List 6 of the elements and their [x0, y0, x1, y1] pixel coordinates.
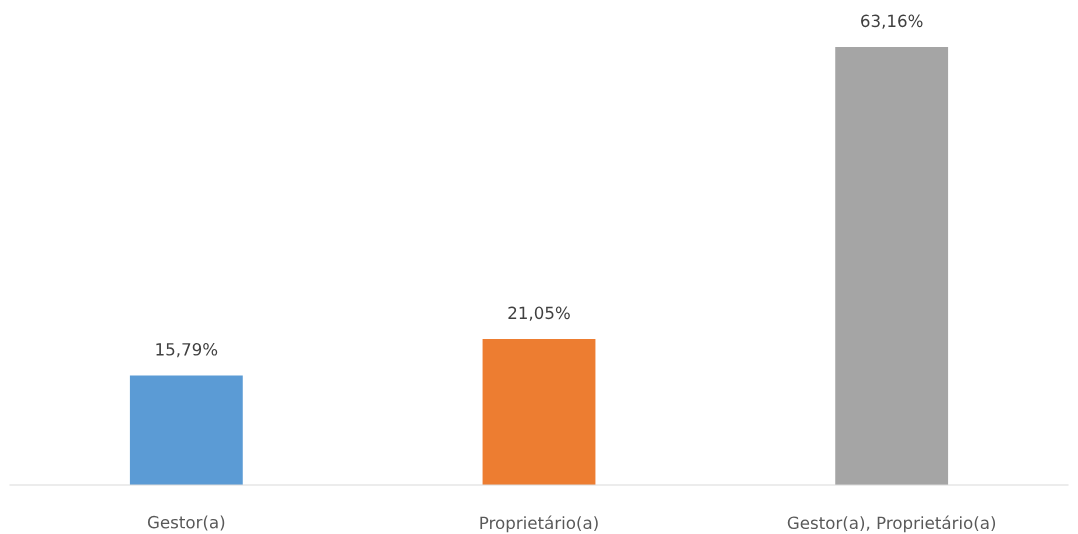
x-tick-label: Proprietário(a): [480, 515, 598, 533]
x-tick-label: Gestor(a), Proprietário(a): [787, 515, 996, 533]
data-label: 15,79%: [156, 343, 218, 358]
data-label: 63,16%: [861, 14, 923, 29]
x-tick-label: Gestor(a): [147, 515, 225, 531]
data-label: 21,05%: [508, 306, 570, 321]
